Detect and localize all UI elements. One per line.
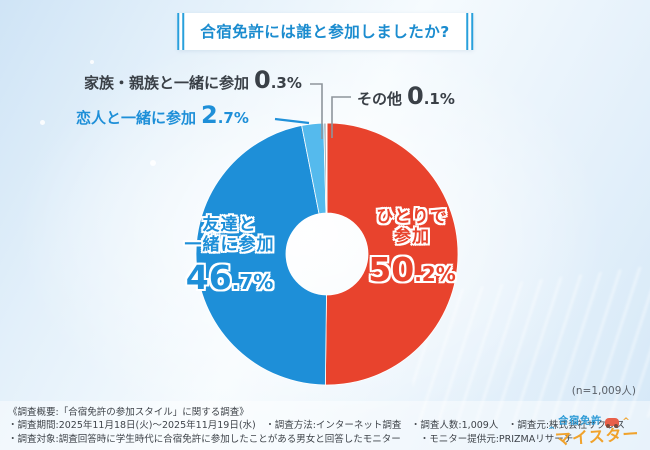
segment-label-text: ひとりで xyxy=(376,207,448,227)
percentage-integer: 50 xyxy=(368,249,415,289)
survey-summary-footer: 《調査概要:「合宿免許の参加スタイル」に関する調査》 ・調査期間:2025年11… xyxy=(0,400,650,450)
segment-label-text: 参加 xyxy=(394,227,430,248)
callout-percentage: 2.7% xyxy=(201,101,249,129)
segment-label-text: 友達と xyxy=(202,215,257,235)
brand-logo: 合宿免許 ^ ^マイスター xyxy=(547,416,641,449)
segment-percentage: 50.2% xyxy=(357,250,467,290)
callout-percentage: 0.3% xyxy=(254,66,302,94)
leader-line-other xyxy=(331,96,351,138)
pie-segment-1 xyxy=(195,125,327,386)
leader-line-family xyxy=(310,83,323,139)
percentage-fraction: .1% xyxy=(423,90,455,108)
callout-family: 家族・親族と一緒に参加 0.3% xyxy=(84,66,302,94)
callout-label-text: 家族・親族と一緒に参加 xyxy=(84,74,250,92)
footer-line: ・調査対象:調査回答時に学生時代に合宿免許に参加したことがある男女と回答したモニ… xyxy=(8,433,574,445)
segment-percentage: 46.7% xyxy=(162,258,297,298)
callout-percentage: 0.1% xyxy=(407,82,455,110)
segment-label-alone: ひとりで 参加 50.2% xyxy=(357,207,467,289)
pie-segment-4 xyxy=(325,122,328,214)
percentage-fraction: .2% xyxy=(414,261,456,286)
callout-label-text: その他 xyxy=(357,90,403,108)
pie-segments-group xyxy=(195,122,459,386)
sample-size-note: (n=1,009人) xyxy=(571,385,636,397)
segment-label-text: 一緒に参加 xyxy=(184,235,275,256)
logo-text-bottom: マイスター xyxy=(554,424,641,449)
roof-icon: ^ xyxy=(622,416,630,427)
leader-line-lover xyxy=(274,117,310,125)
callout-lover: 恋人と一緒に参加 2.7% xyxy=(76,101,249,129)
percentage-fraction: .7% xyxy=(217,109,249,127)
percentage-fraction: .7% xyxy=(231,269,274,294)
callout-other: その他 0.1% xyxy=(357,82,455,110)
percentage-integer: 2 xyxy=(201,101,218,129)
pie-segment-0 xyxy=(324,122,459,386)
callout-label-text: 恋人と一緒に参加 xyxy=(76,109,197,127)
footer-line: ・調査期間:2025年11月18日(火)〜2025年11月19日(水) ・調査方… xyxy=(8,420,625,431)
percentage-fraction: .3% xyxy=(270,74,302,92)
percentage-integer: 46 xyxy=(185,257,232,297)
car-icon xyxy=(605,418,620,428)
chart-title: 合宿免許には誰と参加しましたか? xyxy=(200,23,450,41)
chart-title-box: 合宿免許には誰と参加しましたか? xyxy=(177,13,473,50)
segment-label-friends: 友達と 一緒に参加 46.7% xyxy=(162,215,297,297)
roof-icon: ^ xyxy=(547,426,556,436)
percentage-integer: 0 xyxy=(407,82,424,110)
logo-text-top: 合宿免許 xyxy=(558,416,603,427)
footer-line: 《調査概要:「合宿免許の参加スタイル」に関する調査》 xyxy=(8,406,249,418)
percentage-integer: 0 xyxy=(254,66,271,94)
